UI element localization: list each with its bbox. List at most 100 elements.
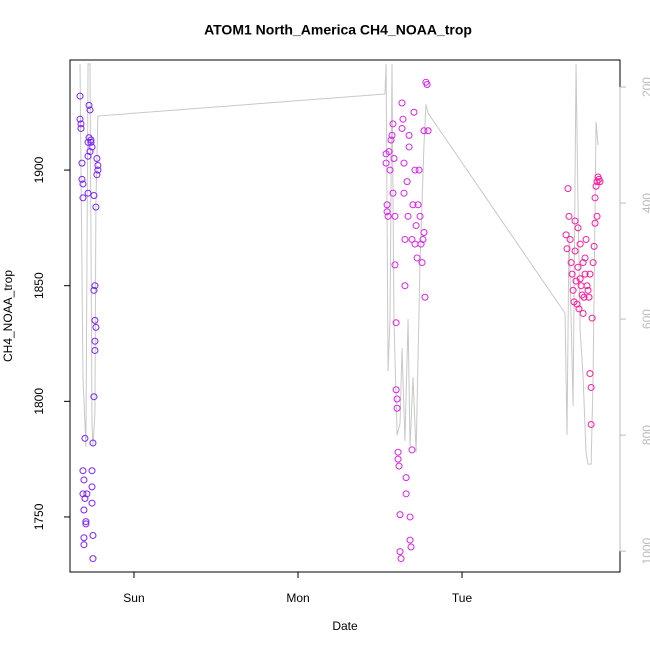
data-point <box>590 242 598 250</box>
data-point <box>413 254 421 262</box>
data-point <box>76 92 84 100</box>
data-point <box>91 346 99 354</box>
data-point <box>575 305 583 313</box>
data-point <box>399 115 407 123</box>
data-point <box>84 189 92 197</box>
data-point <box>578 291 586 299</box>
data-point <box>580 293 588 301</box>
data-point <box>80 506 88 514</box>
data-point <box>80 541 88 549</box>
y2-tick-label: 400 <box>640 193 650 213</box>
data-point <box>82 518 90 526</box>
data-point <box>83 490 91 498</box>
data-point <box>400 159 408 167</box>
data-point <box>79 467 87 475</box>
data-point <box>94 166 102 174</box>
data-point <box>93 155 101 163</box>
data-point <box>581 270 589 278</box>
data-point <box>78 159 86 167</box>
data-point <box>90 286 98 294</box>
data-point <box>94 161 102 169</box>
y-tick-label: 1900 <box>32 156 46 183</box>
data-point <box>87 136 95 144</box>
data-point <box>383 208 391 216</box>
data-point <box>88 143 96 151</box>
data-point <box>586 270 594 278</box>
data-point <box>80 476 88 484</box>
y-tick-label: 1750 <box>32 503 46 530</box>
data-point <box>587 383 595 391</box>
data-point <box>568 270 576 278</box>
data-point <box>383 201 391 209</box>
data-point <box>406 536 414 544</box>
data-point <box>582 235 590 243</box>
data-point <box>82 520 90 528</box>
y-tick-label: 1800 <box>32 388 46 415</box>
data-point <box>395 462 403 470</box>
data-point <box>586 370 594 378</box>
data-point <box>585 293 593 301</box>
data-point <box>88 467 96 475</box>
data-point <box>85 134 93 142</box>
data-point <box>388 131 396 139</box>
data-point <box>405 143 413 151</box>
data-point <box>417 240 425 248</box>
data-point <box>565 212 573 220</box>
data-point <box>424 127 432 135</box>
y2-tick-label: 800 <box>640 425 650 445</box>
x-axis-label: Date <box>332 619 358 633</box>
data-point <box>90 192 98 200</box>
data-point <box>402 490 410 498</box>
data-point <box>591 219 599 227</box>
data-point <box>81 434 89 442</box>
data-point <box>89 531 97 539</box>
data-point <box>77 120 85 128</box>
data-point <box>579 309 587 317</box>
data-point <box>401 282 409 290</box>
data-point <box>77 124 85 132</box>
data-point <box>76 115 84 123</box>
data-point <box>91 337 99 345</box>
data-point <box>89 555 97 563</box>
data-point <box>588 314 596 322</box>
y2-tick-label: 200 <box>640 77 650 97</box>
data-point <box>93 171 101 179</box>
data-point <box>423 81 431 89</box>
data-point <box>574 263 582 271</box>
y-axis-label: CH4_NOAA_trop <box>1 270 15 362</box>
data-point <box>412 222 420 230</box>
data-point <box>574 224 582 232</box>
data-point <box>410 108 418 116</box>
data-point <box>421 293 429 301</box>
data-point <box>79 180 87 188</box>
data-point <box>400 189 408 197</box>
data-point <box>398 124 406 132</box>
data-point <box>402 474 410 482</box>
data-point <box>91 316 99 324</box>
data-point <box>581 254 589 262</box>
data-point <box>92 323 100 331</box>
data-point <box>398 99 406 107</box>
data-point <box>391 261 399 269</box>
data-point <box>389 120 397 128</box>
data-point <box>405 131 413 139</box>
data-point <box>394 455 402 463</box>
data-point <box>79 194 87 202</box>
data-point <box>583 282 591 290</box>
data-point <box>579 259 587 267</box>
data-point <box>81 494 89 502</box>
data-point <box>87 138 95 146</box>
data-point <box>387 136 395 144</box>
data-point <box>86 148 94 156</box>
data-point <box>385 148 393 156</box>
data-point <box>384 212 392 220</box>
data-point <box>576 240 584 248</box>
x-tick-label: Tue <box>452 591 473 605</box>
data-point <box>416 212 424 220</box>
data-point <box>88 483 96 491</box>
data-point <box>596 178 604 186</box>
data-point <box>566 235 574 243</box>
data-point <box>406 513 414 521</box>
data-point <box>90 393 98 401</box>
data-point <box>584 286 592 294</box>
